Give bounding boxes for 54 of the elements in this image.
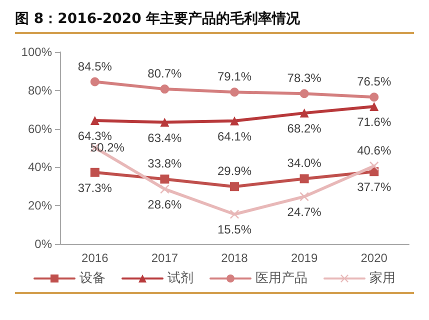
data-label: 64.3%: [78, 129, 112, 144]
point: [230, 116, 239, 126]
data-label: 84.5%: [78, 59, 112, 74]
data-label: 28.6%: [148, 198, 182, 212]
point: [160, 184, 170, 194]
point: [90, 116, 100, 126]
point: [300, 108, 309, 118]
legend-label: 家用: [370, 270, 396, 286]
x-tick-label: 2020: [360, 251, 388, 265]
point: [370, 102, 379, 112]
data-label: 64.1%: [217, 129, 252, 144]
chart-title: 图 8：2016-2020 年主要产品的毛利率情况: [15, 0, 414, 34]
point: [370, 92, 379, 102]
point: [230, 182, 239, 192]
data-label: 78.3%: [287, 71, 322, 86]
point: [160, 118, 170, 127]
point: [370, 162, 379, 171]
data-label: 50.2%: [90, 140, 125, 155]
data-label: 76.5%: [357, 74, 392, 89]
point: [300, 89, 309, 98]
data-label: 40.6%: [357, 144, 392, 158]
point: [160, 84, 170, 94]
y-tick-label: 20%: [28, 198, 52, 213]
y-tick-label: 40%: [28, 160, 52, 174]
y-tick-label: 0%: [34, 237, 52, 251]
point: [230, 210, 239, 219]
point: [300, 192, 309, 202]
legend-label: 医用产品: [256, 271, 308, 286]
point: [90, 168, 100, 177]
data-label: 37.3%: [78, 180, 112, 195]
legend-label: 试剂: [168, 270, 194, 286]
x-tick-label: 2017: [151, 251, 178, 265]
y-tick-label: 60%: [28, 122, 52, 136]
x-tick-label: 2018: [221, 251, 248, 265]
data-label: 37.7%: [357, 180, 392, 194]
data-label: 15.5%: [217, 222, 252, 237]
data-label: 68.2%: [287, 122, 322, 136]
point: [300, 174, 309, 184]
data-label: 34.0%: [287, 156, 322, 170]
data-label: 33.8%: [148, 156, 182, 171]
data-label: 29.9%: [217, 164, 252, 178]
y-tick-label: 80%: [28, 83, 52, 98]
y-tick-label: 100%: [21, 45, 52, 59]
data-label: 71.6%: [357, 115, 392, 130]
data-label: 63.4%: [148, 130, 182, 145]
data-label: 24.7%: [287, 205, 322, 220]
point: [90, 77, 100, 86]
x-tick-label: 2016: [82, 251, 109, 265]
x-tick-label: 2019: [290, 251, 318, 265]
data-label: 79.1%: [217, 70, 252, 84]
point: [160, 174, 170, 184]
data-label: 80.7%: [148, 66, 182, 81]
point: [230, 88, 239, 97]
legend-label: 设备: [80, 271, 106, 286]
